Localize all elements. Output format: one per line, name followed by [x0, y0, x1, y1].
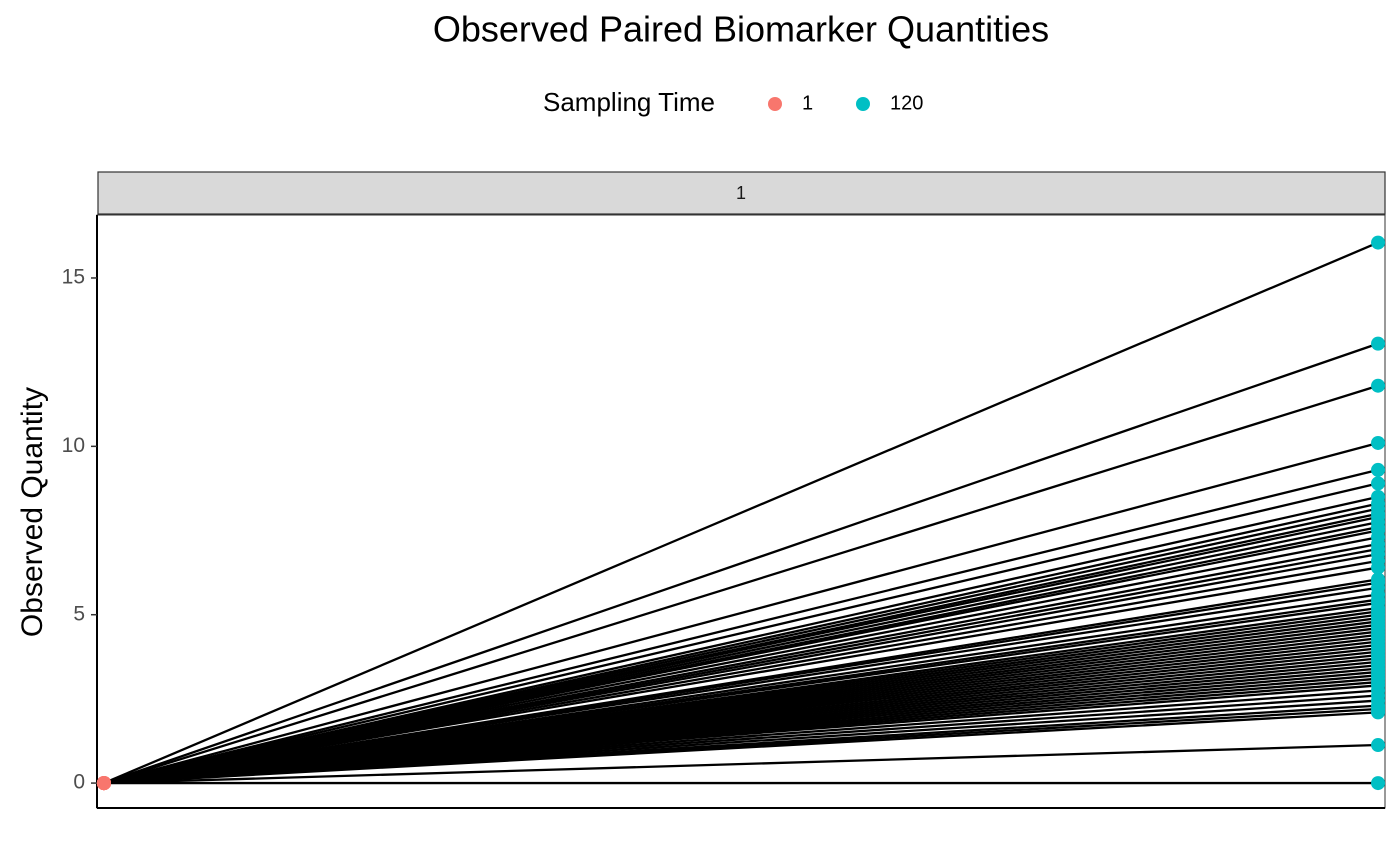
pair-line [103, 566, 1379, 785]
chart-title: Observed Paired Biomarker Quantities [433, 9, 1049, 50]
legend-title: Sampling Time [543, 87, 715, 117]
facet-label: 1 [736, 183, 746, 203]
legend-label: 1 [802, 92, 813, 114]
y-tick-label: 10 [62, 434, 85, 457]
point [1371, 705, 1386, 720]
legend-marker [768, 97, 782, 111]
y-axis-label: Observed Quantity [16, 387, 49, 637]
legend-label: 120 [890, 92, 923, 114]
y-tick-label: 15 [62, 266, 85, 289]
point [1371, 462, 1386, 477]
pair-line [103, 743, 1379, 785]
point [1371, 336, 1386, 351]
pair-line [103, 384, 1379, 785]
pair-line [103, 342, 1379, 785]
y-tick-label: 5 [73, 602, 85, 625]
point [1371, 476, 1386, 491]
legend-marker [856, 97, 870, 111]
point [1371, 738, 1386, 753]
point [96, 776, 111, 791]
point [1371, 560, 1386, 575]
pair-line [103, 482, 1379, 785]
point [1371, 235, 1386, 250]
point [1371, 435, 1386, 450]
point [1371, 378, 1386, 393]
pair-line [103, 441, 1379, 785]
facet-strip [97, 171, 1386, 215]
pair-line [103, 711, 1379, 785]
pair-line [103, 468, 1379, 785]
y-tick-label: 0 [73, 771, 85, 794]
pair-line [103, 241, 1379, 785]
point [1371, 776, 1386, 791]
